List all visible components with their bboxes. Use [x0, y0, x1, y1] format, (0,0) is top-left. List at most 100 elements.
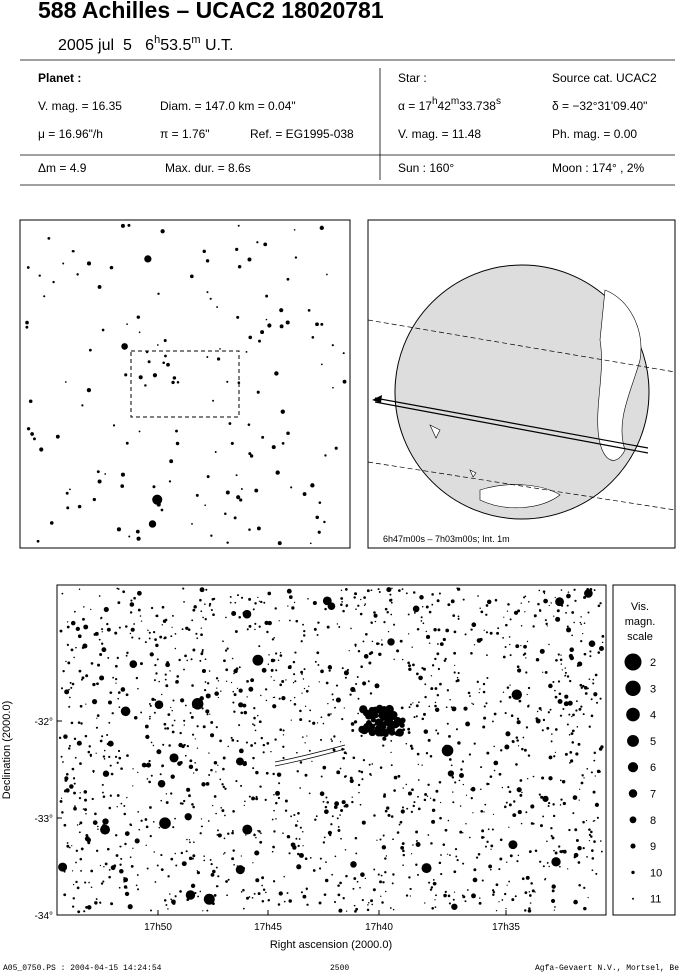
star	[204, 504, 207, 507]
star	[513, 800, 516, 803]
star	[183, 724, 185, 726]
star	[171, 626, 173, 628]
star	[187, 628, 191, 631]
star	[364, 877, 367, 880]
star	[560, 589, 563, 591]
star	[553, 849, 555, 852]
star	[517, 668, 522, 673]
star	[559, 658, 563, 662]
planet-maxdur: Max. dur. = 8.6s	[165, 161, 251, 175]
star	[357, 712, 359, 715]
star	[374, 620, 377, 623]
star	[160, 508, 164, 512]
star	[357, 604, 360, 607]
star	[94, 812, 97, 816]
star	[590, 849, 594, 852]
star	[447, 603, 451, 607]
star	[219, 739, 222, 743]
star	[246, 696, 248, 698]
star	[199, 598, 202, 602]
star	[302, 845, 304, 847]
star	[265, 771, 269, 775]
star	[265, 891, 267, 894]
star	[246, 680, 249, 683]
star	[209, 858, 212, 861]
star	[244, 800, 246, 803]
star	[411, 646, 413, 648]
star	[332, 386, 334, 389]
star	[275, 669, 278, 672]
star	[380, 895, 382, 897]
star-delta: δ = −32°31'09.40"	[552, 99, 647, 113]
star	[127, 904, 133, 910]
star	[159, 817, 171, 830]
star	[442, 637, 446, 642]
star	[256, 390, 260, 394]
star	[421, 717, 425, 721]
star	[410, 747, 414, 750]
star	[386, 611, 389, 614]
star	[536, 710, 539, 713]
star	[154, 700, 164, 709]
star	[498, 868, 501, 871]
star	[149, 834, 152, 838]
star	[599, 840, 602, 842]
star	[265, 294, 269, 298]
star	[574, 599, 577, 602]
star	[315, 515, 319, 520]
star	[428, 881, 431, 884]
star-source: Source cat. UCAC2	[552, 71, 657, 85]
star	[293, 702, 297, 706]
star	[339, 741, 342, 743]
star	[336, 770, 341, 775]
star	[466, 889, 469, 891]
star	[193, 605, 197, 609]
star	[381, 845, 387, 850]
star	[593, 840, 596, 843]
star	[279, 652, 282, 654]
star	[130, 599, 133, 602]
star	[190, 715, 194, 719]
star	[68, 744, 71, 747]
star	[94, 901, 98, 905]
star	[360, 770, 364, 774]
star	[230, 736, 233, 739]
star	[527, 778, 529, 780]
star	[267, 663, 270, 665]
star	[201, 782, 206, 787]
star	[302, 894, 307, 899]
star	[515, 736, 519, 739]
star	[170, 898, 173, 901]
star	[148, 637, 151, 640]
star	[402, 849, 405, 853]
star	[98, 595, 101, 597]
star	[296, 751, 298, 754]
star	[561, 669, 563, 671]
star	[455, 679, 459, 683]
star	[132, 785, 134, 787]
star	[297, 844, 300, 848]
star	[109, 764, 112, 767]
star	[368, 763, 371, 766]
star	[546, 862, 549, 864]
star	[267, 898, 271, 902]
star	[577, 861, 581, 864]
star	[112, 424, 116, 427]
star	[318, 681, 320, 683]
star	[114, 631, 118, 635]
star	[480, 610, 484, 614]
star	[314, 818, 317, 821]
star	[182, 799, 186, 803]
star	[270, 668, 274, 672]
star	[465, 823, 467, 825]
star	[248, 452, 252, 456]
star	[137, 687, 139, 690]
star	[345, 874, 348, 878]
star	[176, 380, 180, 384]
star	[71, 905, 75, 908]
star	[530, 804, 535, 809]
star	[470, 651, 473, 655]
star	[594, 673, 598, 677]
star	[312, 600, 317, 606]
star	[75, 849, 79, 852]
